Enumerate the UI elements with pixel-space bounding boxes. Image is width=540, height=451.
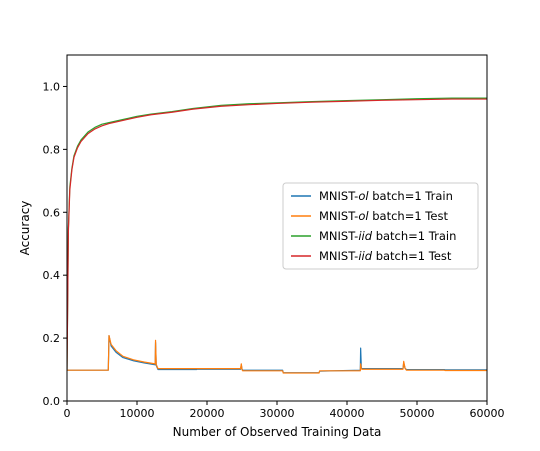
y-tick-label: 0.4 (43, 269, 61, 282)
x-tick-label: 30000 (260, 407, 295, 420)
y-tick-label: 0.8 (43, 143, 61, 156)
x-tick-label: 40000 (330, 407, 365, 420)
series-line-1 (67, 334, 487, 374)
legend-box (282, 182, 479, 270)
legend-entry-3: MNIST-iid batch=1 Test (319, 249, 452, 263)
x-tick-label: 50000 (400, 407, 435, 420)
x-tick-label: 10000 (120, 407, 155, 420)
legend-entry-1: MNIST-ol batch=1 Test (319, 209, 448, 223)
legend-entry-0: MNIST-ol batch=1 Train (319, 189, 453, 203)
legend-entry-2: MNIST-iid batch=1 Train (319, 229, 456, 243)
x-tick-label: 20000 (190, 407, 225, 420)
x-tick-label: 60000 (470, 407, 505, 420)
series-line-3 (67, 98, 487, 370)
x-axis-label: Number of Observed Training Data (173, 425, 382, 439)
series-line-0 (67, 334, 487, 374)
x-tick-label: 0 (64, 407, 71, 420)
series-layer (67, 97, 487, 374)
y-tick-label: 0.2 (43, 332, 61, 345)
y-tick-label: 0.0 (43, 395, 61, 408)
y-tick-label: 0.6 (43, 206, 61, 219)
ticks-layer: 0 10000 20000 30000 40000 50000 60000 0.0 0.2 0.4… (43, 80, 505, 420)
y-tick-label: 1.0 (43, 80, 61, 93)
legend: MNIST-ol batch=1 Train MNIST-ol batch=1 T… (282, 182, 479, 270)
y-axis-label: Accuracy (18, 201, 32, 256)
